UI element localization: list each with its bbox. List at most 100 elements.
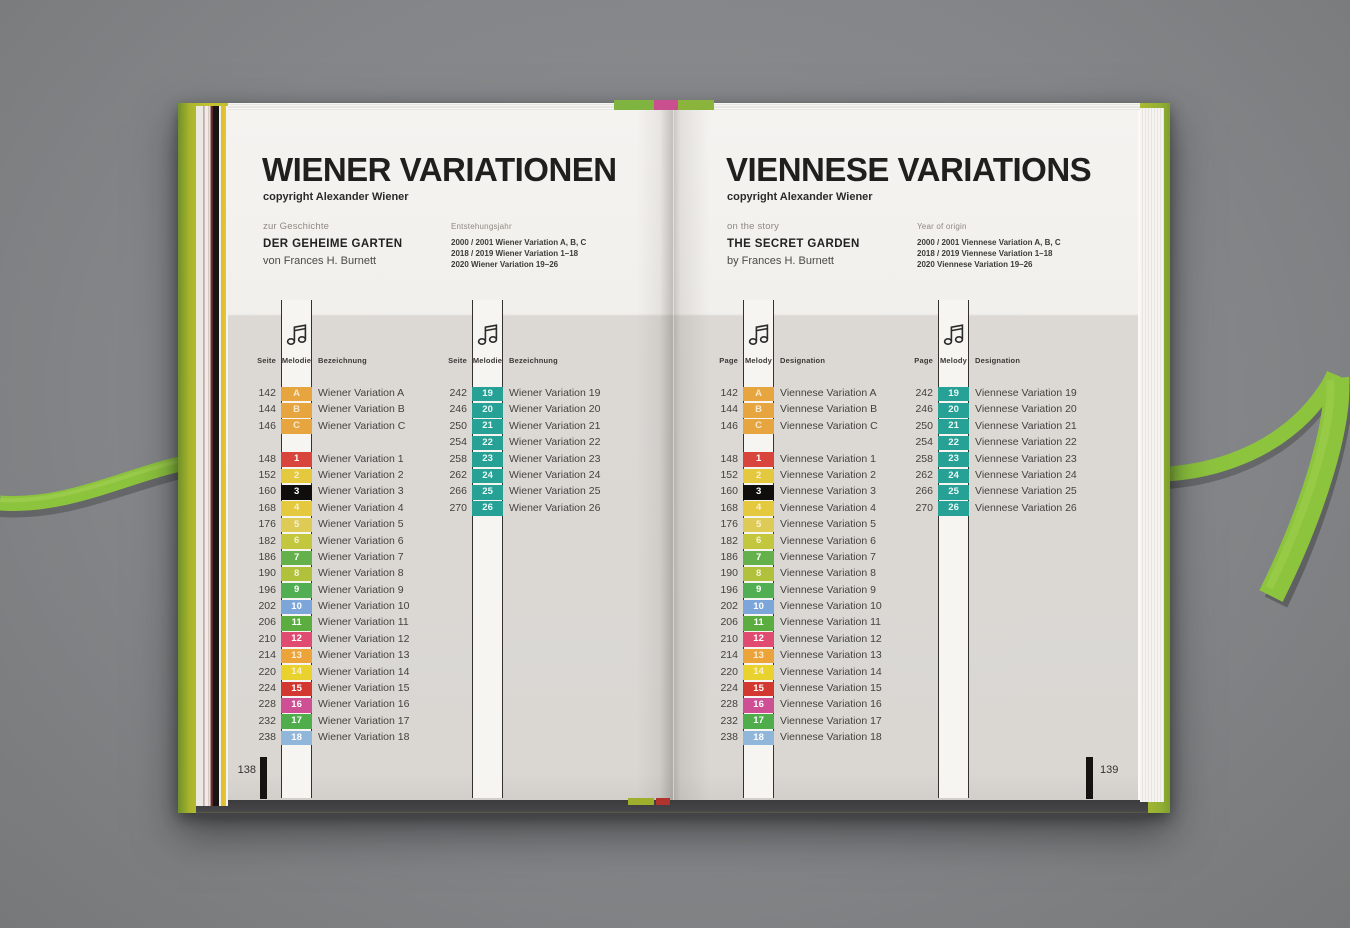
melody-badge: 3 [281, 484, 312, 500]
row-designation: Viennese Variation 14 [780, 665, 882, 678]
table-row: 258 23 Wiener Variation 23 [437, 452, 657, 468]
row-designation: Viennese Variation 15 [780, 682, 882, 695]
row-designation: Viennese Variation 11 [780, 616, 881, 629]
melody-badge: 26 [472, 501, 503, 516]
row-designation: Wiener Variation 5 [318, 518, 404, 531]
row-designation: Viennese Variation 8 [780, 567, 876, 580]
music-note-icon [943, 324, 964, 345]
table-row: 142 A Wiener Variation A [246, 386, 466, 402]
melody-badge: 6 [743, 534, 774, 549]
row-page-number: 262 [915, 468, 933, 481]
row-designation: Viennese Variation 24 [975, 468, 1077, 481]
row-designation: Wiener Variation 7 [318, 550, 404, 563]
row-designation: Viennese Variation 17 [780, 714, 882, 727]
headband-green2 [678, 100, 714, 110]
melody-badge: 6 [281, 534, 312, 549]
row-page-number: 206 [258, 616, 276, 629]
table-row: 250 21 Wiener Variation 21 [437, 419, 657, 435]
row-designation: Wiener Variation 11 [318, 616, 409, 629]
column-header-designation: Designation [780, 356, 826, 365]
row-page-number: 202 [258, 600, 276, 613]
table-row: 254 22 Wiener Variation 22 [437, 435, 657, 451]
music-note-icon [477, 324, 498, 345]
row-designation: Viennese Variation 21 [975, 419, 1077, 432]
row-page-number: 270 [915, 501, 933, 514]
melody-badge: 17 [281, 714, 312, 729]
column-header-designation: Designation [975, 356, 1021, 365]
column-header-designation: Bezeichnung [509, 356, 558, 365]
melody-badge: 20 [472, 402, 503, 418]
book-bottom-shadow [196, 799, 1148, 821]
row-designation: Viennese Variation 5 [780, 518, 876, 531]
row-designation: Viennese Variation 20 [975, 403, 1077, 416]
row-designation: Viennese Variation 2 [780, 468, 876, 481]
story-author-right: by Frances H. Burnett [727, 255, 834, 267]
row-designation: Wiener Variation 23 [509, 452, 601, 465]
table-row: 238 18 Wiener Variation 18 [246, 730, 466, 746]
row-designation: Wiener Variation 22 [509, 436, 601, 449]
table-row: 238 18 Viennese Variation 18 [708, 730, 928, 746]
melody-badge: 11 [743, 616, 774, 631]
melody-badge: 9 [743, 583, 774, 598]
row-designation: Viennese Variation 3 [780, 485, 876, 498]
row-page-number: 246 [449, 403, 467, 416]
melody-badge: 4 [281, 501, 312, 516]
story-author-left: von Frances H. Burnett [263, 255, 377, 267]
row-page-number: 224 [720, 682, 738, 695]
melody-badge: 13 [281, 648, 312, 664]
row-page-number: 254 [915, 436, 933, 449]
copyright-line-left: copyright Alexander Wiener [263, 191, 409, 203]
tailband-green [628, 798, 654, 805]
melody-badge: B [281, 402, 312, 418]
row-designation: Wiener Variation 21 [509, 419, 601, 432]
row-designation: Wiener Variation 17 [318, 714, 410, 727]
melody-badge: 23 [472, 452, 503, 467]
column-header-page: Seite [257, 356, 276, 365]
row-page-number: 210 [258, 632, 276, 645]
melody-badge: 9 [281, 583, 312, 598]
row-designation: Viennese Variation 6 [780, 534, 876, 547]
melody-badge: 8 [281, 566, 312, 582]
table-row: 202 10 Wiener Variation 10 [246, 599, 466, 615]
table-row: 220 14 Wiener Variation 14 [246, 665, 466, 681]
row-designation: Wiener Variation A [318, 387, 405, 399]
melody-badge: 10 [743, 599, 774, 615]
folio-number-left: 138 [237, 764, 256, 776]
row-page-number: 196 [720, 583, 738, 596]
table-row: 152 2 Wiener Variation 2 [246, 468, 466, 484]
row-page-number: 246 [915, 403, 933, 416]
row-designation: Wiener Variation 2 [318, 468, 404, 481]
row-page-number: 242 [915, 387, 933, 399]
table-row: 232 17 Viennese Variation 17 [708, 714, 928, 730]
row-page-number: 238 [720, 731, 738, 744]
row-designation: Wiener Variation 3 [318, 485, 404, 498]
table-row: 148 1 Viennese Variation 1 [708, 452, 928, 468]
right-ribbon [1165, 370, 1341, 482]
melody-badge: 12 [281, 632, 312, 648]
column-header-melody: Melody [939, 356, 968, 365]
row-page-number: 146 [258, 419, 276, 432]
table-row: 254 22 Viennese Variation 22 [903, 435, 1123, 451]
row-page-number: 176 [258, 518, 276, 531]
row-designation: Viennese Variation C [780, 419, 878, 432]
melody-badge: 3 [743, 484, 774, 500]
row-page-number: 266 [449, 485, 467, 498]
melody-badge: 14 [281, 665, 312, 680]
melody-badge: 12 [743, 632, 774, 648]
table-row: 206 11 Wiener Variation 11 [246, 615, 466, 631]
row-page-number: 196 [258, 583, 276, 596]
origin-lines-right: 2000 / 2001 Viennese Variation A, B, C 2… [917, 238, 1061, 269]
left-ribbon [0, 454, 192, 511]
table-row: 246 20 Wiener Variation 20 [437, 402, 657, 418]
folio-bar-right [1086, 757, 1093, 799]
row-page-number: 160 [258, 485, 276, 498]
table-row: 182 6 Wiener Variation 6 [246, 534, 466, 550]
table-row-spacer [246, 435, 466, 451]
right-page-edges [1140, 108, 1164, 802]
table-row: 152 2 Viennese Variation 2 [708, 468, 928, 484]
table-row: 196 9 Viennese Variation 9 [708, 583, 928, 599]
row-designation: Viennese Variation 12 [780, 632, 882, 645]
copyright-line-right: copyright Alexander Wiener [727, 191, 873, 203]
table-row: 142 A Viennese Variation A [708, 386, 928, 402]
melody-badge: 20 [938, 402, 969, 418]
